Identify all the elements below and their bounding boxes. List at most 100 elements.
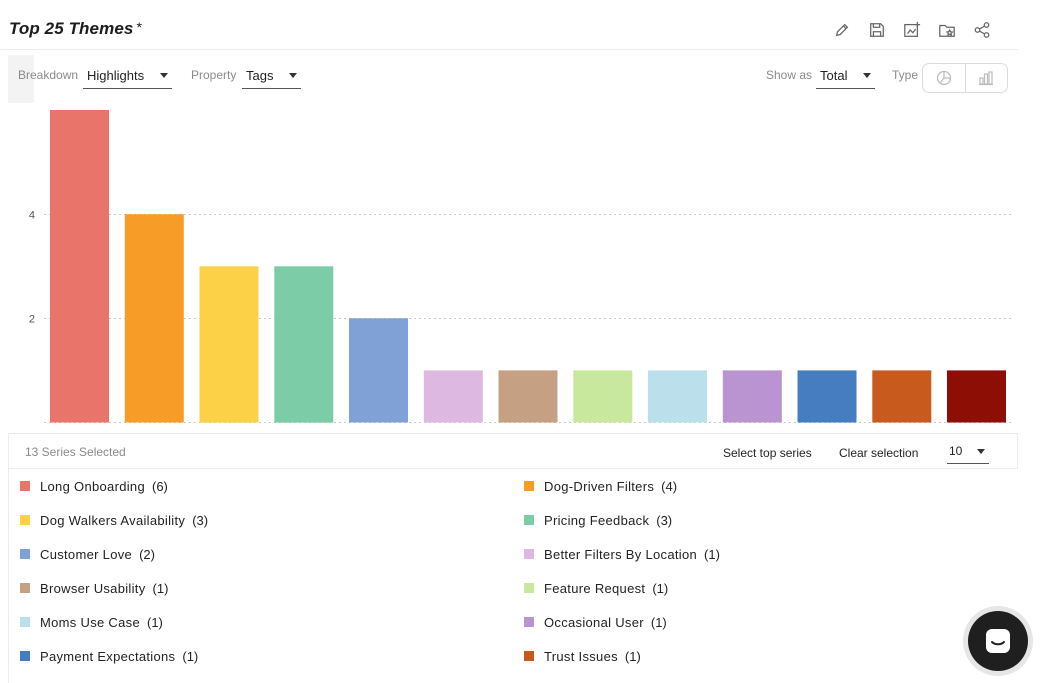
y-tick-label: 4 xyxy=(29,210,35,222)
controls-side-panel xyxy=(8,55,34,103)
legend-count: (1) xyxy=(650,614,667,630)
legend-count: (1) xyxy=(182,648,199,664)
chart-type-toggle xyxy=(922,63,1008,93)
property-value: Tags xyxy=(246,67,274,83)
legend-swatch xyxy=(20,549,30,559)
page-title: Top 25 Themes * xyxy=(9,19,142,39)
chart-bar[interactable]: Dog Walkers Availability: 3 xyxy=(199,266,259,423)
pie-chart-icon[interactable] xyxy=(923,64,965,92)
legend-label: Occasional User xyxy=(544,614,644,630)
chart-bar[interactable]: Moms Use Case: 1 xyxy=(648,370,707,423)
legend-swatch xyxy=(20,583,30,593)
series-selection-bar: 13 Series Selected Select top series Cle… xyxy=(8,433,1018,469)
unsaved-marker: * xyxy=(136,19,142,35)
legend-count: (6) xyxy=(151,478,168,494)
add-to-dashboard-icon[interactable] xyxy=(902,20,922,40)
series-legend: Long Onboarding (6) Dog-Driven Filters (4) D… xyxy=(8,469,1018,683)
top-series-count-dropdown[interactable]: 10 xyxy=(947,439,989,464)
chevron-down-icon xyxy=(863,72,871,78)
top-series-count-value: 10 xyxy=(949,444,963,458)
legend-label: Moms Use Case xyxy=(40,614,140,630)
legend-count: (4) xyxy=(661,478,678,494)
chart-bar[interactable]: Long Onboarding: 6 xyxy=(50,110,109,423)
chart-bar[interactable]: Dog-Driven Filters: 4 xyxy=(124,214,184,423)
legend-count: (1) xyxy=(624,648,641,664)
legend-item[interactable]: Browser Usability (1) xyxy=(20,579,168,597)
type-label: Type xyxy=(892,68,919,82)
legend-item[interactable]: Feature Request (1) xyxy=(524,579,668,597)
legend-item[interactable]: Dog-Driven Filters (4) xyxy=(524,477,677,495)
select-top-series-button[interactable]: Select top series xyxy=(723,446,812,460)
bar-chart-icon[interactable] xyxy=(964,64,1008,92)
chart-bar[interactable]: Better Filters By Location: 1 xyxy=(423,370,483,423)
property-dropdown[interactable]: Tags xyxy=(242,62,301,89)
save-icon[interactable] xyxy=(867,20,887,40)
legend-item[interactable]: Payment Expectations (1) xyxy=(20,647,198,665)
legend-swatch xyxy=(20,515,30,525)
legend-item[interactable]: Customer Love (2) xyxy=(20,545,155,563)
legend-count: (1) xyxy=(152,580,169,596)
legend-count: (3) xyxy=(192,512,209,528)
legend-label: Long Onboarding xyxy=(40,478,145,494)
legend-swatch xyxy=(20,617,30,627)
legend-count: (1) xyxy=(704,546,720,562)
legend-swatch xyxy=(524,549,534,559)
bar-chart: 2 4 Long Onboarding: 6 Dog-Driven Filters: … xyxy=(0,103,1018,433)
legend-count: (2) xyxy=(139,546,155,562)
show-as-dropdown[interactable]: Total xyxy=(816,62,875,89)
chart-bar[interactable]: Feature Request: 1 xyxy=(573,370,633,423)
legend-count: (1) xyxy=(146,614,163,630)
legend-swatch xyxy=(524,515,534,525)
edit-icon[interactable] xyxy=(832,20,852,40)
chart-bar[interactable]: Browser Usability: 1 xyxy=(498,370,558,423)
legend-count: (3) xyxy=(656,512,673,528)
page-title-text: Top 25 Themes xyxy=(9,19,134,38)
chevron-down-icon xyxy=(977,448,985,454)
chart-bar[interactable]: Occasional User: 1 xyxy=(722,370,782,423)
chart-bar[interactable]: Pricing Feedback: 3 xyxy=(274,266,334,423)
chart-bar[interactable]: Trust Issues: 1 xyxy=(872,370,932,423)
legend-item[interactable]: Occasional User (1) xyxy=(524,613,667,631)
legend-item[interactable]: Trust Issues (1) xyxy=(524,647,641,665)
legend-label: Dog Walkers Availability xyxy=(40,512,186,528)
legend-item[interactable]: Moms Use Case (1) xyxy=(20,613,163,631)
legend-label: Customer Love xyxy=(40,546,133,562)
legend-swatch xyxy=(524,481,534,491)
folder-star-icon[interactable] xyxy=(937,20,957,40)
breakdown-label: Breakdown xyxy=(18,68,79,82)
chat-launcher-button[interactable] xyxy=(968,611,1028,671)
breakdown-dropdown[interactable]: Highlights xyxy=(83,62,172,89)
legend-swatch xyxy=(524,617,534,627)
legend-label: Payment Expectations xyxy=(40,648,176,664)
bar-chart-svg: 2 4 Long Onboarding: 6 Dog-Driven Filters: … xyxy=(29,110,1014,423)
legend-swatch xyxy=(524,583,534,593)
legend-item[interactable]: Dog Walkers Availability (3) xyxy=(20,511,208,529)
chevron-down-icon xyxy=(160,72,168,78)
chevron-down-icon xyxy=(289,72,297,78)
legend-swatch xyxy=(20,651,30,661)
report-header: Top 25 Themes * xyxy=(0,0,1018,50)
legend-label: Browser Usability xyxy=(40,580,146,596)
legend-item[interactable]: Pricing Feedback (3) xyxy=(524,511,672,529)
legend-label: Dog-Driven Filters xyxy=(544,478,655,494)
chart-bar[interactable]: Other: 1 xyxy=(947,370,1006,423)
chart-bar[interactable]: Customer Love: 2 xyxy=(349,318,408,423)
legend-label: Feature Request xyxy=(544,580,646,596)
series-count: 13 Series Selected xyxy=(25,445,126,459)
legend-swatch xyxy=(524,651,534,661)
legend-label: Trust Issues xyxy=(544,648,618,664)
legend-item[interactable]: Long Onboarding (6) xyxy=(20,477,168,495)
legend-label: Pricing Feedback xyxy=(544,512,650,528)
chart-controls: Breakdown Highlights Property Tags Show … xyxy=(8,55,1018,103)
share-icon[interactable] xyxy=(972,20,992,40)
legend-count: (1) xyxy=(652,580,669,596)
property-label: Property xyxy=(191,68,237,82)
header-actions xyxy=(832,20,992,40)
legend-label: Better Filters By Location xyxy=(544,546,698,562)
show-as-label: Show as xyxy=(766,68,813,82)
legend-item[interactable]: Better Filters By Location (1) xyxy=(524,545,720,563)
y-tick-label: 2 xyxy=(29,314,35,326)
clear-selection-button[interactable]: Clear selection xyxy=(839,446,919,460)
show-as-value: Total xyxy=(820,67,848,83)
chart-bar[interactable]: Payment Expectations: 1 xyxy=(797,370,857,423)
